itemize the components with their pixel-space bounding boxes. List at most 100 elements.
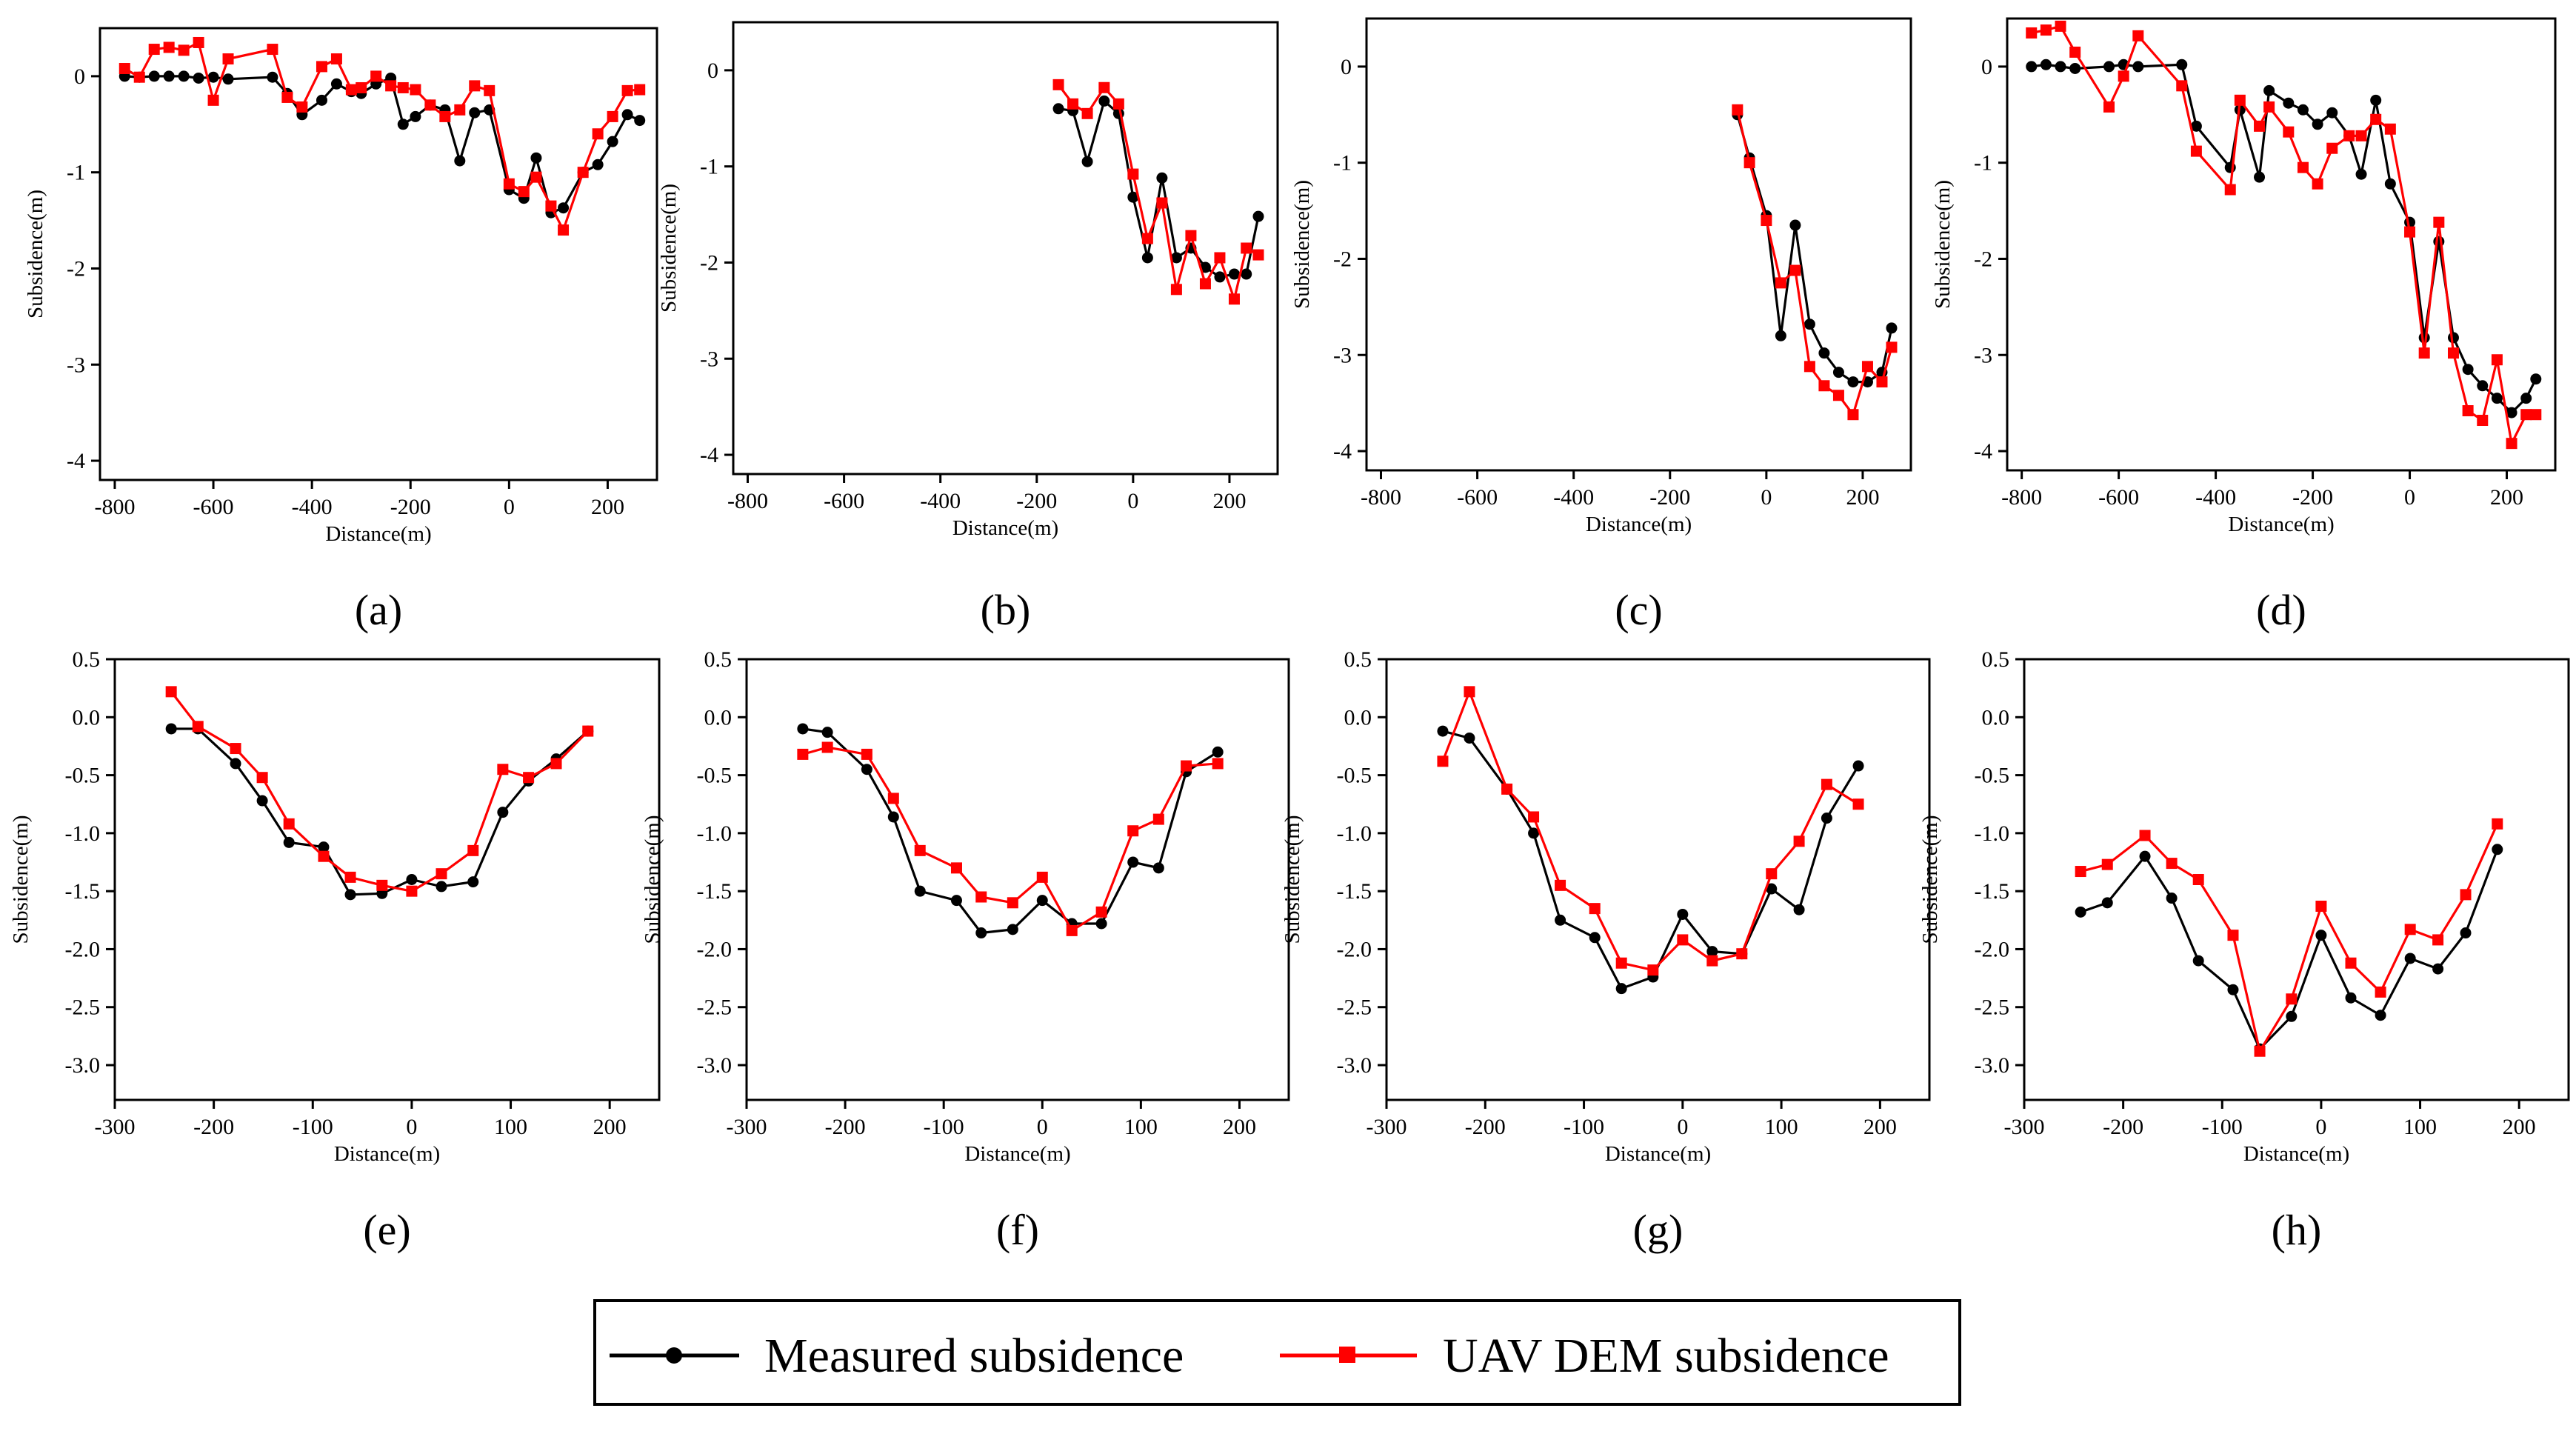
- uav-point: [1098, 81, 1110, 93]
- measured-point: [2477, 380, 2489, 392]
- uav-point: [283, 818, 295, 830]
- uav-point: [2418, 347, 2430, 359]
- uav-point: [1528, 811, 1540, 823]
- measured-point: [2075, 906, 2086, 918]
- x-axis-label: Distance(m): [2243, 1142, 2349, 1166]
- uav-point: [436, 868, 447, 880]
- uav-point: [2101, 858, 2113, 870]
- y-tick-label: -1.5: [65, 879, 101, 904]
- y-tick-label: -1.5: [1975, 879, 2010, 904]
- uav-point: [2040, 24, 2052, 36]
- uav-point: [1736, 948, 1748, 960]
- uav-point: [2326, 142, 2338, 154]
- legend-uav-marker: [1339, 1347, 1355, 1363]
- y-tick-label: -1.0: [1975, 821, 2010, 846]
- uav-point: [607, 110, 618, 122]
- x-tick-label: 0: [406, 1115, 417, 1139]
- uav-point: [1036, 871, 1048, 883]
- uav-point: [148, 44, 160, 56]
- y-tick-label: -3: [1974, 343, 1992, 367]
- measured-point: [2312, 119, 2323, 130]
- plot-frame: [2023, 658, 2570, 1101]
- measured-point: [2283, 97, 2295, 109]
- measured-point: [2355, 168, 2367, 180]
- y-tick-label: -2.0: [1975, 937, 2010, 961]
- measured-point: [497, 807, 509, 818]
- uav-point: [2254, 1045, 2266, 1057]
- uav-point: [192, 721, 204, 733]
- measured-point: [1199, 261, 1211, 273]
- measured-point: [2166, 893, 2178, 904]
- uav-point: [1789, 264, 1801, 276]
- x-tick-label: 200: [593, 1115, 627, 1139]
- measured-point: [410, 110, 421, 122]
- panel-label-e: (e): [363, 1206, 410, 1254]
- measured-point: [1214, 271, 1226, 283]
- uav-point: [1127, 168, 1139, 180]
- x-tick-label: -300: [95, 1115, 136, 1139]
- uav-point: [634, 84, 646, 96]
- plot-frame: [113, 658, 661, 1101]
- y-tick-label: -3.0: [1975, 1053, 2010, 1078]
- uav-point: [1141, 233, 1153, 244]
- y-tick-label: 0: [1981, 55, 1992, 79]
- uav-point: [133, 71, 145, 83]
- uav-point: [914, 844, 926, 856]
- x-tick-label: -800: [1361, 485, 1401, 510]
- uav-point: [1066, 924, 1078, 936]
- uav-point: [1464, 686, 1475, 698]
- uav-point: [1615, 957, 1627, 969]
- measured-point: [1241, 268, 1252, 280]
- x-tick-label: 100: [1124, 1115, 1158, 1139]
- uav-point: [1067, 98, 1079, 110]
- uav-point: [385, 80, 397, 92]
- measured-point: [1127, 856, 1139, 868]
- y-tick-label: -1: [1333, 151, 1352, 176]
- uav-point: [2492, 818, 2503, 830]
- uav-point: [523, 772, 535, 784]
- y-tick-label: -1: [700, 155, 718, 179]
- uav-point: [1647, 964, 1659, 976]
- y-axis-label: Subsidence(m): [657, 184, 681, 313]
- x-axis-label: Distance(m): [1605, 1142, 1711, 1166]
- measured-point: [2227, 984, 2239, 995]
- measured-point: [397, 119, 409, 130]
- measured-point: [1706, 946, 1718, 958]
- uav-point: [1852, 798, 1864, 810]
- measured-point: [1886, 322, 1898, 334]
- uav-point: [178, 44, 190, 56]
- uav-point: [2075, 866, 2086, 878]
- x-tick-label: -200: [193, 1115, 234, 1139]
- uav-point: [975, 891, 987, 903]
- uav-point: [503, 178, 515, 190]
- uav-point: [397, 81, 409, 93]
- measured-point: [1555, 914, 1566, 926]
- x-tick-label: 0: [1677, 1115, 1688, 1139]
- legend: Measured subsidence UAV DEM subsidence: [593, 1299, 1961, 1406]
- uav-point: [2263, 101, 2275, 113]
- measured-point: [178, 70, 190, 82]
- uav-point: [1766, 868, 1778, 880]
- uav-point: [2254, 120, 2266, 132]
- plot-frame: [99, 27, 658, 481]
- panel-label-f: (f): [996, 1206, 1039, 1254]
- uav-point: [318, 850, 330, 862]
- y-tick-label: -2: [67, 256, 85, 281]
- uav-point: [2384, 123, 2396, 135]
- y-tick-label: -2: [1974, 247, 1992, 271]
- uav-point: [1821, 778, 1832, 790]
- measured-point: [821, 727, 833, 738]
- y-tick-label: 0.0: [704, 705, 733, 730]
- y-axis-label: Subsidence(m): [1918, 815, 1942, 944]
- x-tick-label: 200: [1846, 485, 1879, 510]
- uav-point: [530, 171, 542, 183]
- measured-point: [2345, 992, 2357, 1004]
- uav-point: [1818, 380, 1830, 392]
- x-axis-label: Distance(m): [334, 1142, 440, 1166]
- uav-point: [582, 725, 594, 737]
- legend-uav-label: UAV DEM subsidence: [1443, 1329, 1889, 1383]
- plot-frame: [732, 21, 1279, 476]
- uav-point: [370, 70, 382, 82]
- chart-panel-d: -800 -600 -400 -200 0 200 0 -1 -2 -3 -4 Distance(m)…: [1931, 17, 2557, 634]
- y-axis-label: Subsidence(m): [1281, 815, 1304, 944]
